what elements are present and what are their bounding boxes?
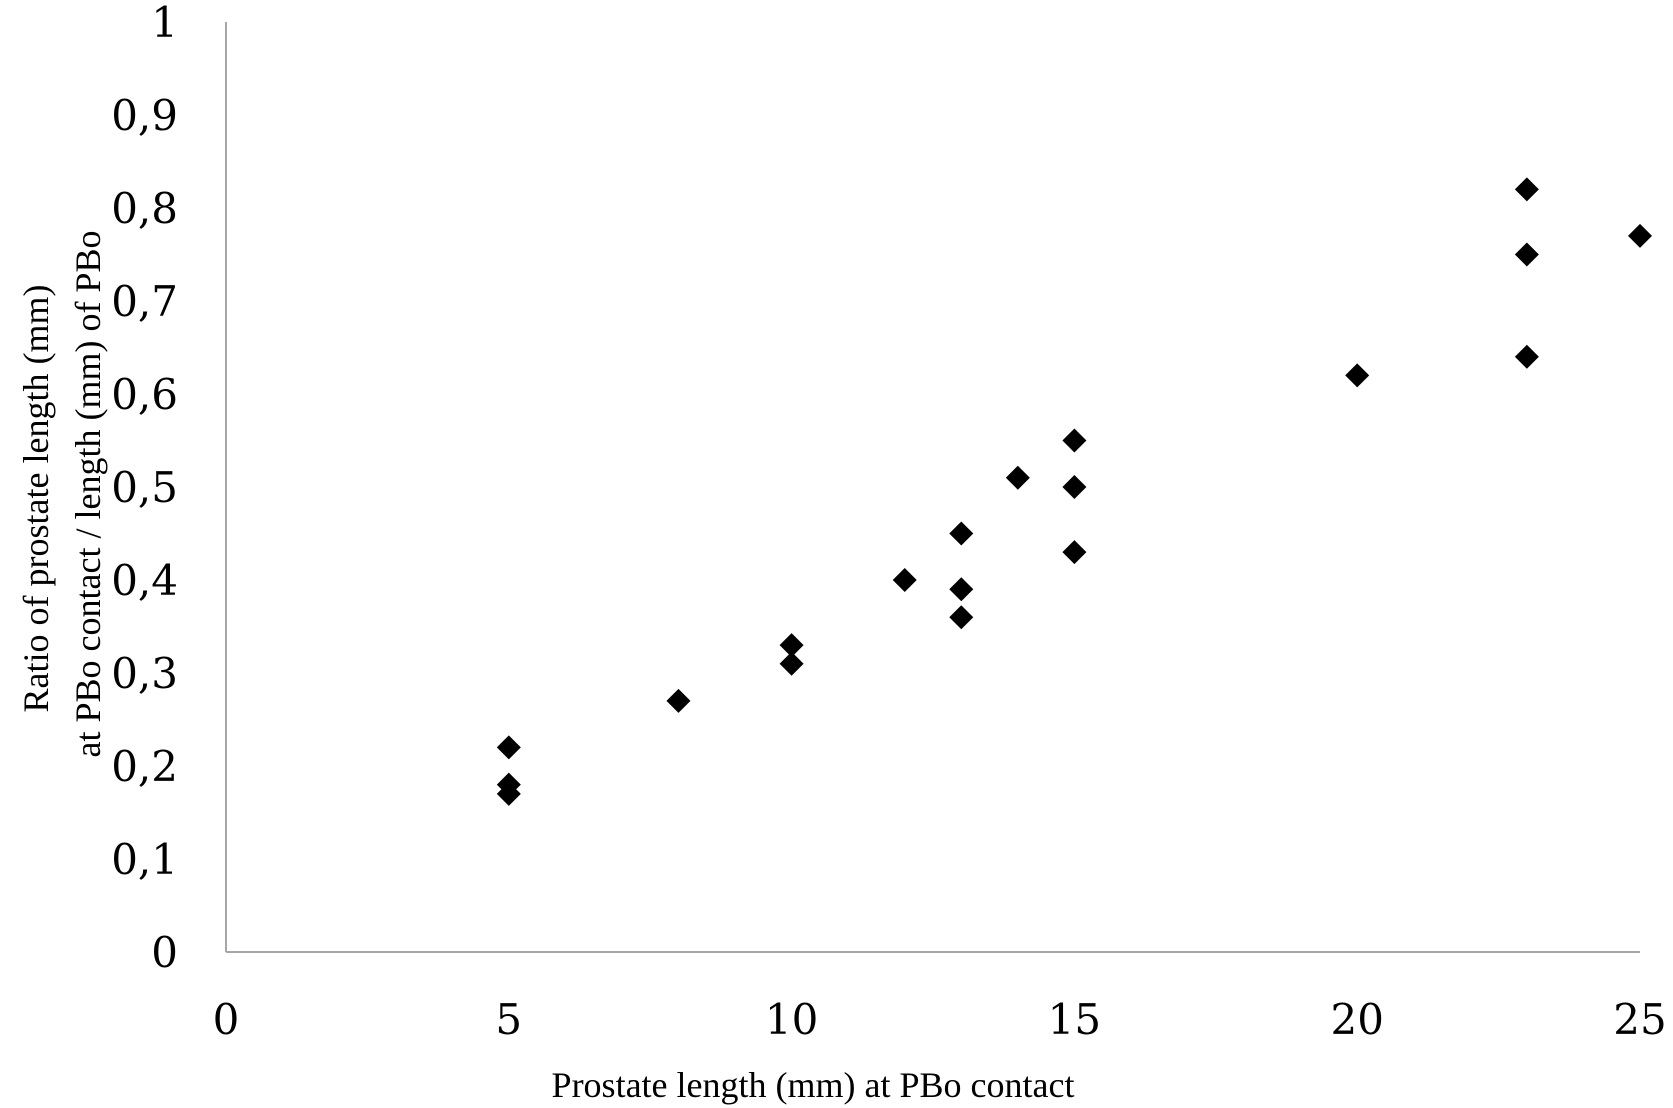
data-point xyxy=(949,577,974,602)
data-point xyxy=(1005,465,1030,490)
x-tick-label: 5 xyxy=(495,995,522,1044)
data-point xyxy=(1062,540,1087,565)
x-tick-label: 15 xyxy=(1048,995,1101,1044)
y-axis-title: Ratio of prostate length (mm) at PBo con… xyxy=(16,231,108,758)
y-tick-label: 0,3 xyxy=(111,649,178,698)
x-tick-label: 0 xyxy=(213,995,240,1044)
data-point xyxy=(779,633,804,658)
y-tick-label: 0 xyxy=(151,928,178,977)
y-tick-label: 0,9 xyxy=(111,91,178,140)
data-point xyxy=(1514,177,1539,202)
x-axis-title: Prostate length (mm) at PBo contact xyxy=(552,1065,1075,1105)
data-point xyxy=(1628,223,1652,248)
y-tick-label: 0,4 xyxy=(111,556,178,605)
y-axis-title-line-2: at PBo contact / length (mm) of PBo xyxy=(68,231,108,758)
data-point xyxy=(1514,242,1539,267)
y-tick-label: 0,5 xyxy=(111,463,178,512)
x-axis-tick-labels: 0 5 10 15 20 25 xyxy=(213,995,1667,1044)
data-point xyxy=(496,735,521,760)
data-point xyxy=(1514,344,1539,369)
y-tick-label: 0,2 xyxy=(111,742,178,791)
x-tick-label: 20 xyxy=(1330,995,1383,1044)
data-point xyxy=(1062,475,1087,499)
data-point xyxy=(1062,428,1087,453)
y-tick-label: 1 xyxy=(151,0,178,47)
y-tick-label: 0,6 xyxy=(111,370,178,419)
data-point xyxy=(496,781,521,806)
data-points xyxy=(496,177,1652,806)
data-point xyxy=(666,688,691,713)
data-point xyxy=(949,521,974,546)
data-point xyxy=(779,651,804,676)
data-point xyxy=(1345,363,1370,388)
x-tick-label: 10 xyxy=(765,995,818,1044)
y-tick-label: 0,7 xyxy=(111,277,178,326)
y-axis-title-line-1: Ratio of prostate length (mm) xyxy=(16,285,56,713)
y-tick-label: 0,8 xyxy=(111,184,178,233)
x-tick-label: 25 xyxy=(1613,995,1666,1044)
data-point xyxy=(949,605,974,630)
data-point xyxy=(892,568,917,592)
y-tick-label: 0,1 xyxy=(111,835,178,884)
y-axis-tick-labels: 0 0,1 0,2 0,3 0,4 0,5 0,6 0,7 0,8 0,9 1 xyxy=(111,0,178,977)
